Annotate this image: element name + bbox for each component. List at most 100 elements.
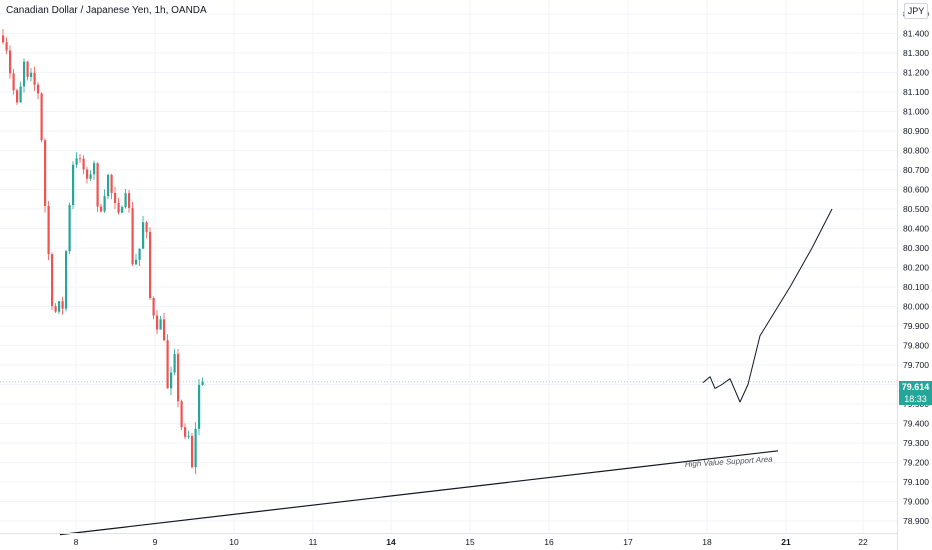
candle [152,296,155,320]
candle-body [187,435,190,437]
candle [5,37,8,55]
price-axis[interactable]: 81.50081.40081.30081.20081.10081.00080.9… [903,9,929,526]
candle [23,58,26,93]
time-tick-label: 14 [386,537,396,547]
candle [142,215,145,249]
drawings: High Value Support Area [0,208,897,536]
candle-body [33,72,36,85]
candle-body [30,72,33,77]
candle [114,186,117,210]
price-tick-label: 81.100 [903,87,929,97]
candle-body [51,254,54,307]
candle-body [201,381,204,385]
time-axis[interactable]: 8 9 10 11 14 15 16 17 18 21 22 [74,537,868,547]
candle-body [72,164,75,205]
candle-body [47,206,50,255]
price-tick-label: 80.200 [903,263,929,273]
candle [82,155,85,175]
candle-body [103,196,106,212]
candle [121,205,124,214]
candle-body [145,222,148,232]
candle [156,310,159,335]
candle-body [152,298,155,316]
price-tick-label: 80.900 [903,126,929,136]
candle-body [26,61,29,77]
candle [100,203,103,213]
candle [110,173,113,200]
grid [0,0,897,533]
candle-body [37,84,40,94]
candle [54,303,57,313]
candle-body [2,35,5,43]
candle [173,348,176,376]
candle [58,300,61,315]
candle [65,250,68,312]
price-tick-label: 79.100 [903,477,929,487]
price-tick-label: 79.800 [903,341,929,351]
candle-body [135,259,138,265]
time-tick-label: 22 [858,537,868,547]
projection-path[interactable] [702,208,833,403]
candle [103,189,106,213]
price-tick-label: 79.700 [903,360,929,370]
candle [128,189,131,213]
time-tick-label: 10 [229,537,239,547]
price-tick-label: 80.600 [903,185,929,195]
candle [124,188,127,209]
candle [75,152,78,168]
candle [30,68,33,82]
candle-body [93,163,96,175]
candle [2,29,5,45]
price-tick-label: 79.300 [903,438,929,448]
chart-title: Canadian Dollar / Japanese Yen, 1h, OAND… [6,5,207,16]
candle-body [58,301,61,312]
candle-body [198,384,201,429]
candle-body [5,42,8,51]
currency-label[interactable]: JPY [904,3,928,19]
price-tick-label: 81.300 [903,48,929,58]
candle-body [44,140,47,207]
candle-body [68,204,71,252]
candle-body [173,353,176,373]
candle-body [184,427,187,437]
price-tick-label: 81.000 [903,107,929,117]
time-tick-label: 8 [74,537,79,547]
candle-body [16,90,19,103]
candle-body [156,315,159,330]
candle-body [9,50,12,74]
candle [149,227,152,300]
bar-countdown: 18:33 [899,393,932,405]
candle-body [128,193,131,209]
time-tick-label: 17 [623,537,633,547]
candle [93,160,96,180]
candle [9,45,12,79]
candle [194,422,197,474]
candle-body [23,61,26,87]
candle-body [142,222,145,249]
candle-body [177,353,180,402]
price-tick-label: 79.200 [903,458,929,468]
candle [12,68,15,95]
candle [187,430,190,440]
candle [16,88,19,105]
candle [198,378,201,436]
support-trendline[interactable] [59,450,779,536]
candle-body [65,251,68,309]
price-tick-label: 78.900 [903,516,929,526]
candle [33,66,36,91]
candle [40,92,43,143]
candle-body [163,319,166,341]
candle-body [117,202,120,213]
candle [72,161,75,210]
candle [37,82,40,100]
candle-body [107,174,110,197]
candle-body [61,301,64,309]
price-tick-label: 79.900 [903,321,929,331]
price-tick-label: 81.200 [903,68,929,78]
candle-body [82,158,85,170]
candle-body [86,169,89,179]
candle-body [54,306,57,312]
candle-body [166,340,169,389]
candle-body [12,73,15,91]
